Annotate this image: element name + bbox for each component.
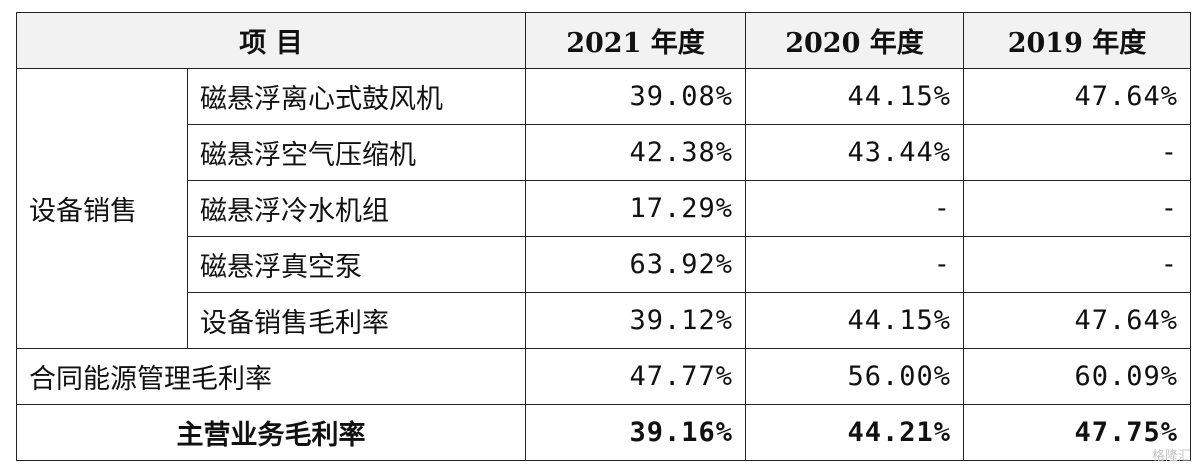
cell-2021: 42.38% [525, 124, 746, 181]
cell-2020: 56.00% [745, 348, 964, 405]
cell-2019: 47.75% [963, 404, 1191, 461]
watermark-logo: 格隆汇 [1152, 445, 1191, 464]
row-label: 合同能源管理毛利率 [16, 348, 526, 405]
table-row: 磁悬浮空气压缩机 42.38% 43.44% - [17, 124, 1191, 181]
row-label: 磁悬浮冷水机组 [187, 180, 526, 237]
cell-2021: 39.16% [525, 404, 746, 461]
cell-2020: - [745, 236, 964, 293]
cell-2019: - [963, 124, 1191, 181]
row-label: 磁悬浮离心式鼓风机 [187, 68, 526, 125]
cell-2021: 47.77% [525, 348, 746, 405]
cell-2020: 44.21% [745, 404, 964, 461]
cell-2021: 17.29% [525, 180, 746, 237]
row-label: 设备销售毛利率 [187, 292, 526, 349]
table-row: 磁悬浮真空泵 63.92% - - [17, 236, 1191, 293]
cell-2020: 44.15% [745, 292, 964, 349]
cell-2019: - [963, 180, 1191, 237]
cell-2021: 39.08% [525, 68, 746, 125]
cell-2020: - [745, 180, 964, 237]
row-label: 磁悬浮空气压缩机 [187, 124, 526, 181]
header-2019: 2019 年度 [963, 12, 1191, 69]
table-row-contract-energy: 合同能源管理毛利率 47.77% 56.00% 60.09% [16, 348, 1191, 405]
cell-2021: 39.12% [525, 292, 746, 349]
cell-2019: 60.09% [963, 348, 1191, 405]
cell-2019: 47.64% [963, 292, 1191, 349]
cell-2020: 44.15% [745, 68, 964, 125]
header-2021: 2021 年度 [525, 12, 746, 69]
watermark-text: 格隆汇 [1151, 449, 1191, 464]
header-row: 项 目 2021 年度 2020 年度 2019 年度 [16, 12, 1191, 69]
header-2020: 2020 年度 [745, 12, 964, 69]
table-row: 设备销售毛利率 39.12% 44.15% 47.64% [17, 292, 1191, 349]
table-row: 设备销售 磁悬浮离心式鼓风机 39.08% 44.15% 47.64% [16, 68, 1191, 349]
header-item: 项 目 [16, 12, 526, 69]
group-label-equipment-sales: 设备销售 [16, 68, 188, 349]
cell-2019: 47.64% [963, 68, 1191, 125]
cell-2020: 43.44% [745, 124, 964, 181]
gross-margin-table: 项 目 2021 年度 2020 年度 2019 年度 设备销售 磁悬浮离心式鼓… [16, 12, 1191, 461]
row-label: 磁悬浮真空泵 [187, 236, 526, 293]
cell-2021: 63.92% [525, 236, 746, 293]
table-row: 磁悬浮冷水机组 17.29% - - [17, 180, 1191, 237]
row-label-total: 主营业务毛利率 [16, 404, 526, 461]
cell-2019: - [963, 236, 1191, 293]
table-row-total: 主营业务毛利率 39.16% 44.21% 47.75% [16, 404, 1191, 461]
